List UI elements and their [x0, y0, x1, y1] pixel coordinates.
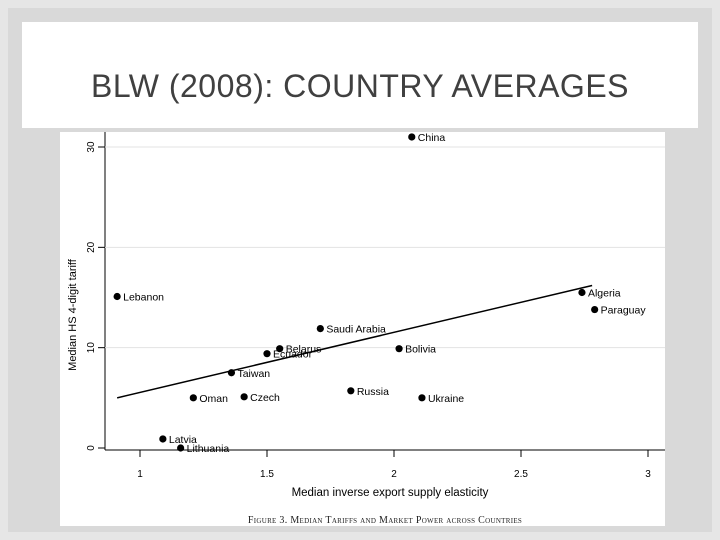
y-tick-label: 0	[86, 445, 97, 451]
point-label-algeria: Algeria	[588, 287, 621, 299]
point-ukraine	[418, 394, 426, 402]
point-algeria	[578, 288, 586, 297]
x-tick-label: 3	[645, 469, 651, 480]
x-tick-label: 1.5	[260, 469, 274, 480]
data-points: China Lebanon Algeria Paraguay Saudi Arabia B…	[113, 132, 647, 455]
point-taiwan	[227, 369, 236, 377]
point-czech	[240, 393, 248, 401]
x-axis-title: Median inverse export supply elasticity	[292, 487, 489, 499]
figure-caption: Figure 3. Median Tariffs and Market Powe…	[248, 515, 522, 526]
point-label-bolivia: Bolivia	[405, 344, 436, 356]
point-label-latvia: Latvia	[169, 434, 197, 446]
point-latvia	[159, 435, 167, 443]
slide-title: BLW (2008): COUNTRY AVERAGES	[90, 68, 629, 104]
point-oman	[189, 394, 197, 402]
point-ecuador	[263, 350, 271, 358]
point-label-russia: Russia	[357, 386, 389, 398]
point-bolivia	[395, 345, 403, 353]
point-label-china: China	[418, 132, 446, 144]
point-label-taiwan: Taiwan	[237, 368, 270, 380]
point-label-belarus: Belarus	[286, 344, 322, 356]
point-label-czech: Czech	[250, 392, 280, 404]
gridlines	[105, 146, 665, 349]
x-tick-label: 2	[391, 469, 397, 480]
point-paraguay	[591, 305, 599, 314]
point-russia	[347, 387, 355, 395]
point-belarus	[276, 345, 284, 353]
x-tick-label: 1	[137, 469, 143, 480]
point-label-lithuania: Lithuania	[187, 443, 230, 455]
y-tick-label: 30	[86, 141, 97, 153]
point-label-paraguay: Paraguay	[601, 305, 647, 317]
point-lebanon	[113, 292, 121, 301]
point-label-ecuador: Ecuador	[273, 349, 313, 361]
point-label-ukraine: Ukraine	[428, 393, 464, 405]
point-label-lebanon: Lebanon	[123, 291, 164, 303]
chart-figure: 0 10 20 30 1 1.5 2 2.5 3 China Lebanon Algeria Para…	[60, 132, 665, 526]
point-saudi-arabia	[316, 325, 324, 333]
point-label-saudi-arabia: Saudi Arabia	[326, 324, 386, 336]
y-axis-title: Median HS 4-digit tariff	[67, 258, 79, 371]
axis-ticks: 0 10 20 30 1 1.5 2 2.5 3	[86, 141, 651, 480]
point-china	[408, 133, 416, 141]
point-label-oman: Oman	[199, 393, 228, 405]
title-box: BLW (2008): COUNTRY AVERAGES	[22, 22, 698, 128]
x-tick-label: 2.5	[514, 469, 528, 480]
fit-line	[116, 284, 593, 399]
y-tick-label: 20	[86, 241, 97, 253]
point-lithuania	[177, 444, 185, 452]
scatter-chart: 0 10 20 30 1 1.5 2 2.5 3 China Lebanon Algeria Para…	[67, 132, 665, 526]
y-tick-label: 10	[86, 342, 97, 354]
